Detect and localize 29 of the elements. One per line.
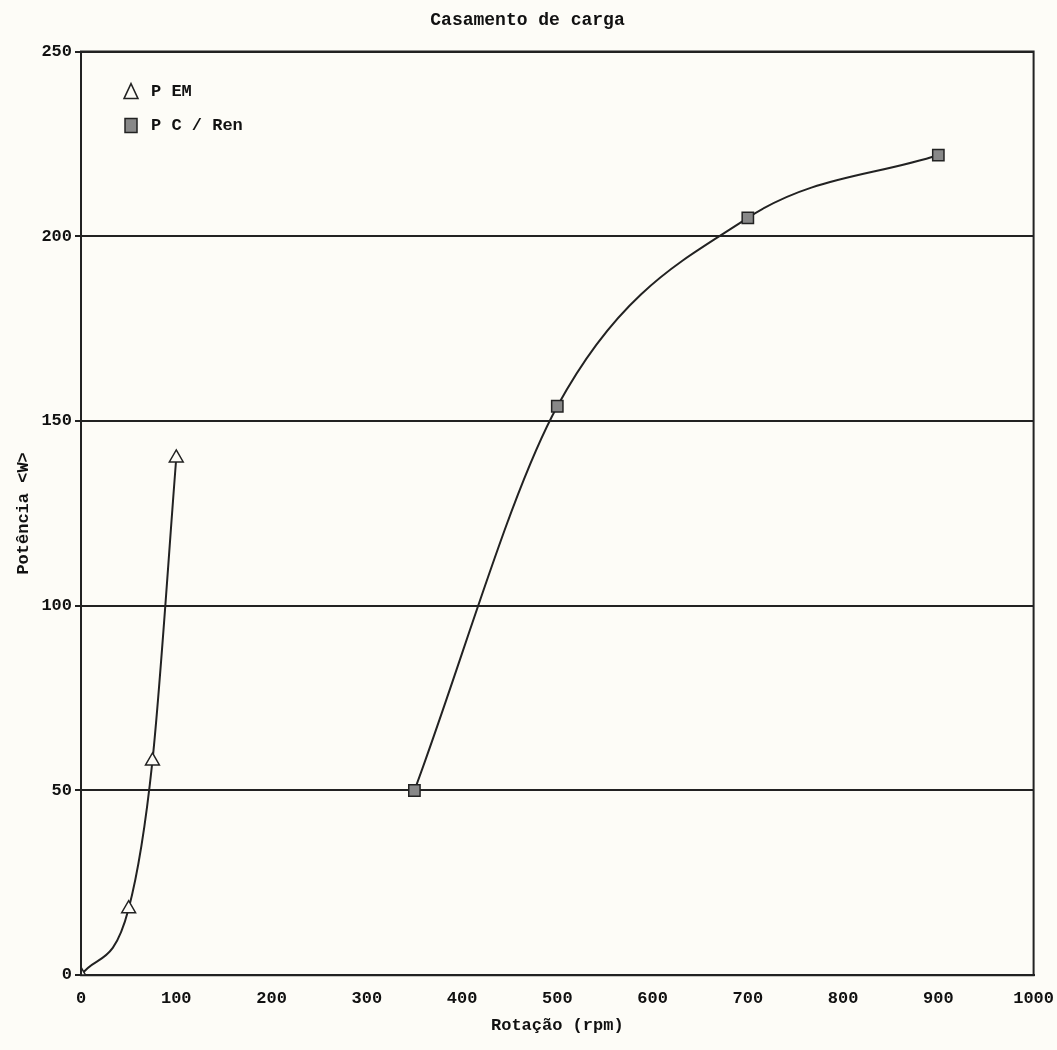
- x-tick-label: 300: [351, 988, 383, 1008]
- x-tick-label: 1000: [1013, 988, 1054, 1008]
- x-tick-label: 800: [827, 988, 859, 1008]
- y-tick-label: 0: [61, 965, 72, 985]
- chart-title: Casamento de carga: [430, 10, 625, 31]
- x-tick-label: 0: [75, 988, 87, 1008]
- point: [931, 148, 945, 162]
- x-tick-label: 500: [542, 988, 573, 1008]
- y-tick-label: 250: [41, 41, 72, 61]
- x-axis-title: Rotação (rpm): [490, 1016, 624, 1036]
- y-axis-title: Potência <W>: [14, 452, 34, 575]
- x-tick-label: 700: [732, 988, 764, 1008]
- y-tick-label: 150: [41, 411, 72, 431]
- x-tick-label: 900: [923, 988, 954, 1008]
- x-tick-label: 200: [256, 988, 287, 1008]
- point: [120, 899, 137, 914]
- y-tick-label: 200: [41, 226, 72, 246]
- legend-label: P EM: [151, 81, 192, 101]
- point: [144, 752, 161, 766]
- legend-label: P C / Ren: [151, 115, 243, 135]
- y-tick-label: 100: [41, 596, 72, 616]
- point: [168, 449, 184, 463]
- point: [408, 784, 421, 797]
- point: [550, 399, 564, 413]
- point: [741, 211, 755, 225]
- x-tick-label: 100: [160, 988, 192, 1008]
- y-tick-label: 50: [51, 780, 72, 800]
- x-tick-label: 400: [446, 988, 478, 1008]
- x-tick-label: 600: [637, 988, 668, 1008]
